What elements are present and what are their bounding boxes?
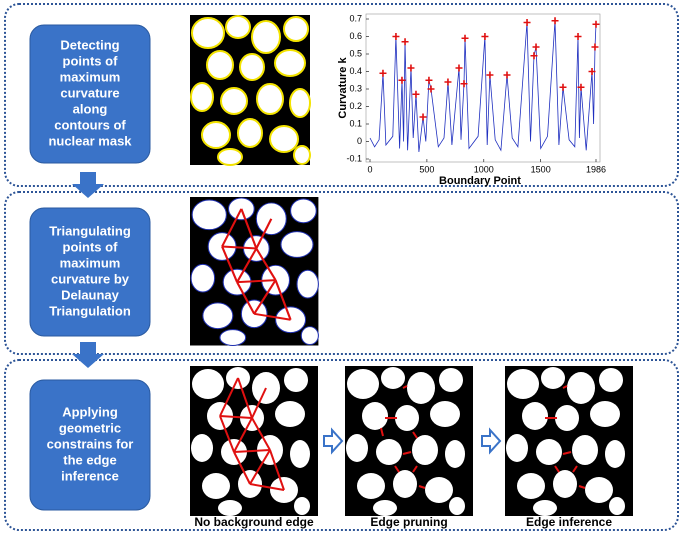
step-text: Delaunay <box>61 287 120 302</box>
page: No background edge Edge pruning Edge inf… <box>0 0 684 535</box>
peak-marker <box>552 17 559 24</box>
peak-marker <box>407 65 414 72</box>
mask-image <box>190 197 318 346</box>
step-text: Detecting <box>60 37 119 52</box>
y-tick-label: 0.7 <box>349 13 362 23</box>
mask-image <box>505 366 633 516</box>
peak-marker <box>462 35 469 42</box>
peak-marker <box>412 91 419 98</box>
peak-marker <box>425 77 432 84</box>
caption: No background edge <box>194 515 314 529</box>
down-arrow <box>72 172 104 198</box>
step-text: geometric <box>59 420 121 435</box>
peak-marker <box>392 33 399 40</box>
peak-marker <box>504 72 511 79</box>
y-tick-label: 0.3 <box>349 83 362 93</box>
peak-marker <box>481 33 488 40</box>
y-axis-label: Curvature k <box>337 57 349 119</box>
x-axis-label: Boundary Point <box>439 175 521 187</box>
right-arrow <box>324 430 342 452</box>
step-text: constrains for <box>47 436 134 451</box>
x-tick-label: 1986 <box>586 164 606 174</box>
curvature-line <box>370 21 596 152</box>
x-tick-label: 0 <box>367 164 372 174</box>
step-text: inference <box>61 468 119 483</box>
step-text: nuclear mask <box>48 133 132 148</box>
peak-marker <box>486 72 493 79</box>
y-tick-label: 0.1 <box>349 118 362 128</box>
step-text: along <box>73 101 108 116</box>
y-tick-label: 0.5 <box>349 48 362 58</box>
x-tick-label: 1500 <box>531 164 551 174</box>
peak-marker <box>559 84 566 91</box>
peak-marker <box>575 33 582 40</box>
peak-marker <box>455 65 462 72</box>
mask-image <box>190 15 310 165</box>
x-tick-label: 500 <box>419 164 434 174</box>
step-text: Triangulation <box>49 303 131 318</box>
right-arrow <box>482 430 500 452</box>
peak-marker <box>402 38 409 45</box>
peak-marker <box>593 21 600 28</box>
peak-marker <box>379 70 386 77</box>
peak-marker <box>420 114 427 121</box>
down-arrow <box>72 342 104 368</box>
peak-marker <box>533 44 540 51</box>
y-tick-label: -0.1 <box>346 153 362 163</box>
caption: Edge pruning <box>370 515 447 529</box>
x-tick-label: 1000 <box>474 164 494 174</box>
mask-image <box>190 366 318 516</box>
step-text: Applying <box>62 404 118 419</box>
y-tick-label: 0.6 <box>349 31 362 41</box>
step-text: maximum <box>60 69 121 84</box>
y-tick-label: 0 <box>357 136 362 146</box>
peak-marker <box>444 79 451 86</box>
caption: Edge inference <box>526 515 612 529</box>
step-text: points of <box>63 53 119 68</box>
step-text: Triangulating <box>49 223 131 238</box>
step-text: curvature <box>60 85 119 100</box>
step-text: maximum <box>60 255 121 270</box>
y-tick-label: 0.2 <box>349 101 362 111</box>
mask-image <box>345 366 473 516</box>
peak-marker <box>524 19 531 26</box>
y-tick-label: 0.4 <box>349 66 362 76</box>
step-text: contours of <box>54 117 126 132</box>
step-text: points of <box>63 239 119 254</box>
step-text: the edge <box>63 452 116 467</box>
peak-marker <box>591 44 598 51</box>
step-text: curvature by <box>51 271 130 286</box>
